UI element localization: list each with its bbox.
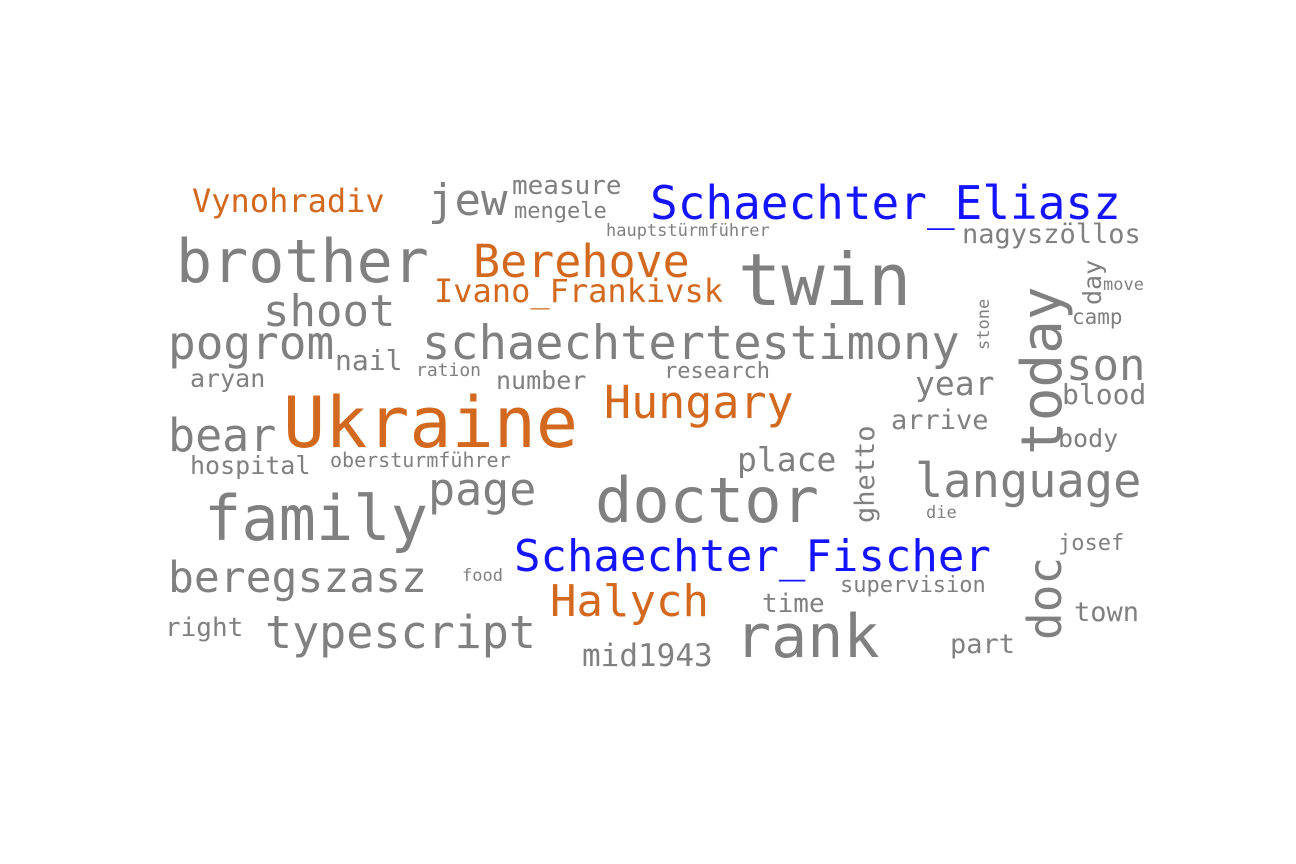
word-halych: Halych [550, 576, 709, 627]
word-arrive: arrive [891, 405, 989, 436]
word-hauptsturmfuhrer: hauptstürmführer [606, 221, 770, 241]
word-pogrom: pogrom [168, 316, 335, 370]
word-town: town [1074, 597, 1140, 628]
word-time: time [762, 589, 825, 619]
word-twin: twin [738, 238, 912, 322]
word-page: page [428, 463, 537, 516]
word-language: language [915, 454, 1142, 509]
word-mid1943: mid1943 [582, 638, 713, 674]
word-supervision: supervision [840, 573, 986, 598]
word-rank: rank [735, 602, 880, 672]
word-doctor: doctor [595, 464, 819, 537]
word-doc: doc [1018, 556, 1072, 640]
word-beregszasz: beregszasz [168, 553, 427, 603]
word-ukraine: Ukraine [283, 382, 579, 464]
word-schaechter-eliasz: Schaechter_Eliasz [650, 176, 1121, 230]
word-ivano-frankivsk: Ivano_Frankivsk [434, 272, 723, 310]
word-typescript: typescript [265, 606, 536, 659]
word-ration: ration [416, 360, 482, 381]
word-jew: jew [428, 175, 508, 226]
word-food: food [462, 566, 503, 586]
word-hospital: hospital [190, 451, 311, 480]
word-aryan: aryan [190, 364, 266, 393]
word-brother: brother [176, 227, 429, 297]
word-obersturmfuhrer: obersturmführer [330, 448, 511, 472]
word-family: family [204, 482, 428, 555]
word-stone: stone [974, 298, 994, 350]
word-josef: josef [1058, 531, 1125, 556]
word-schaechter-fischer: Schaechter_Fischer [514, 531, 991, 582]
word-blood: blood [1062, 378, 1147, 411]
word-part: part [950, 629, 1016, 660]
word-day: day [1078, 259, 1107, 305]
word-right: right [165, 613, 244, 643]
word-die: die [926, 503, 957, 523]
word-schaechtertestimony: schaechtertestimony [422, 316, 960, 371]
word-move: move [1103, 275, 1144, 295]
word-vynohradiv: Vynohradiv [192, 182, 385, 220]
word-son: son [1066, 340, 1146, 391]
word-ghetto: ghetto [850, 425, 881, 523]
word-shoot: shoot [263, 286, 396, 337]
word-measure: measure [512, 171, 622, 201]
word-camp: camp [1072, 305, 1123, 329]
word-number: number [496, 366, 587, 395]
word-body: body [1058, 424, 1119, 453]
word-mengele: mengele [514, 199, 607, 224]
word-nail: nail [335, 344, 403, 377]
word-berehove: Berehove [473, 235, 690, 288]
word-bear: bear [168, 409, 277, 462]
word-place: place [737, 440, 837, 479]
word-hungary: Hungary [604, 376, 794, 429]
word-year: year [915, 364, 995, 403]
word-research: research [664, 359, 770, 384]
word-nagyszollos: nagyszöllos [962, 219, 1141, 250]
